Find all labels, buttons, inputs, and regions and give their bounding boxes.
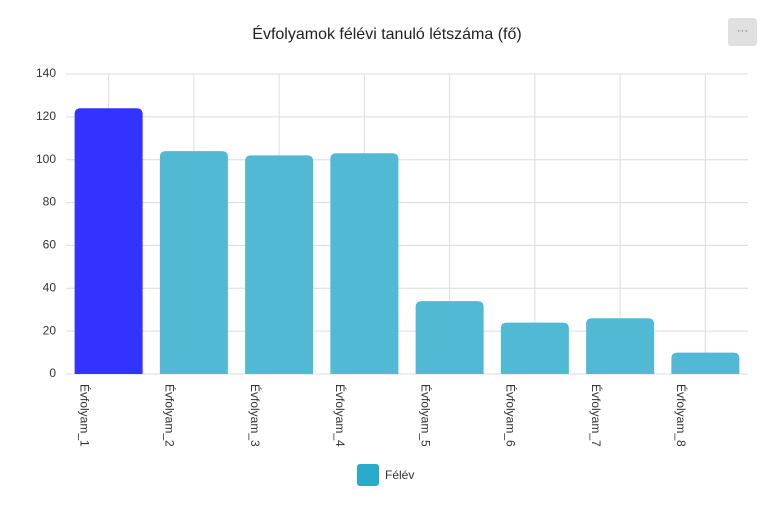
x-tick-label: Évfolyam_7 bbox=[589, 384, 604, 447]
x-tick-label: Évfolyam_8 bbox=[674, 384, 689, 447]
y-tick-label: 0 bbox=[49, 366, 56, 380]
chart-title: Évfolyamok félévi tanuló létszáma (fő) bbox=[252, 24, 521, 43]
x-tick-label: Évfolyam_3 bbox=[248, 384, 263, 447]
bar bbox=[74, 108, 143, 375]
x-tick-label: Évfolyam_4 bbox=[333, 384, 348, 447]
y-tick-label: 80 bbox=[43, 195, 57, 209]
x-tick-label: Évfolyam_2 bbox=[163, 384, 178, 447]
y-tick-label: 120 bbox=[36, 109, 56, 123]
legend-label: Félév bbox=[385, 468, 414, 482]
y-tick-label: 60 bbox=[43, 238, 57, 252]
menu-button[interactable] bbox=[728, 18, 757, 46]
y-tick-label: 20 bbox=[43, 323, 57, 337]
y-tick-label: 100 bbox=[36, 152, 56, 166]
bar bbox=[415, 301, 484, 374]
bar bbox=[500, 322, 569, 374]
bar bbox=[159, 151, 228, 374]
bar bbox=[245, 155, 314, 374]
bar bbox=[671, 352, 740, 374]
legend-swatch bbox=[357, 464, 379, 486]
y-tick-label: 40 bbox=[43, 280, 57, 294]
x-tick-label: Évfolyam_6 bbox=[504, 384, 519, 447]
bar bbox=[586, 318, 655, 374]
x-tick-label: Évfolyam_5 bbox=[418, 384, 433, 447]
x-tick-label: Évfolyam_1 bbox=[77, 384, 92, 447]
menu-label[interactable]: ··· bbox=[737, 25, 748, 37]
bar bbox=[330, 153, 399, 374]
y-tick-label: 140 bbox=[36, 66, 56, 80]
